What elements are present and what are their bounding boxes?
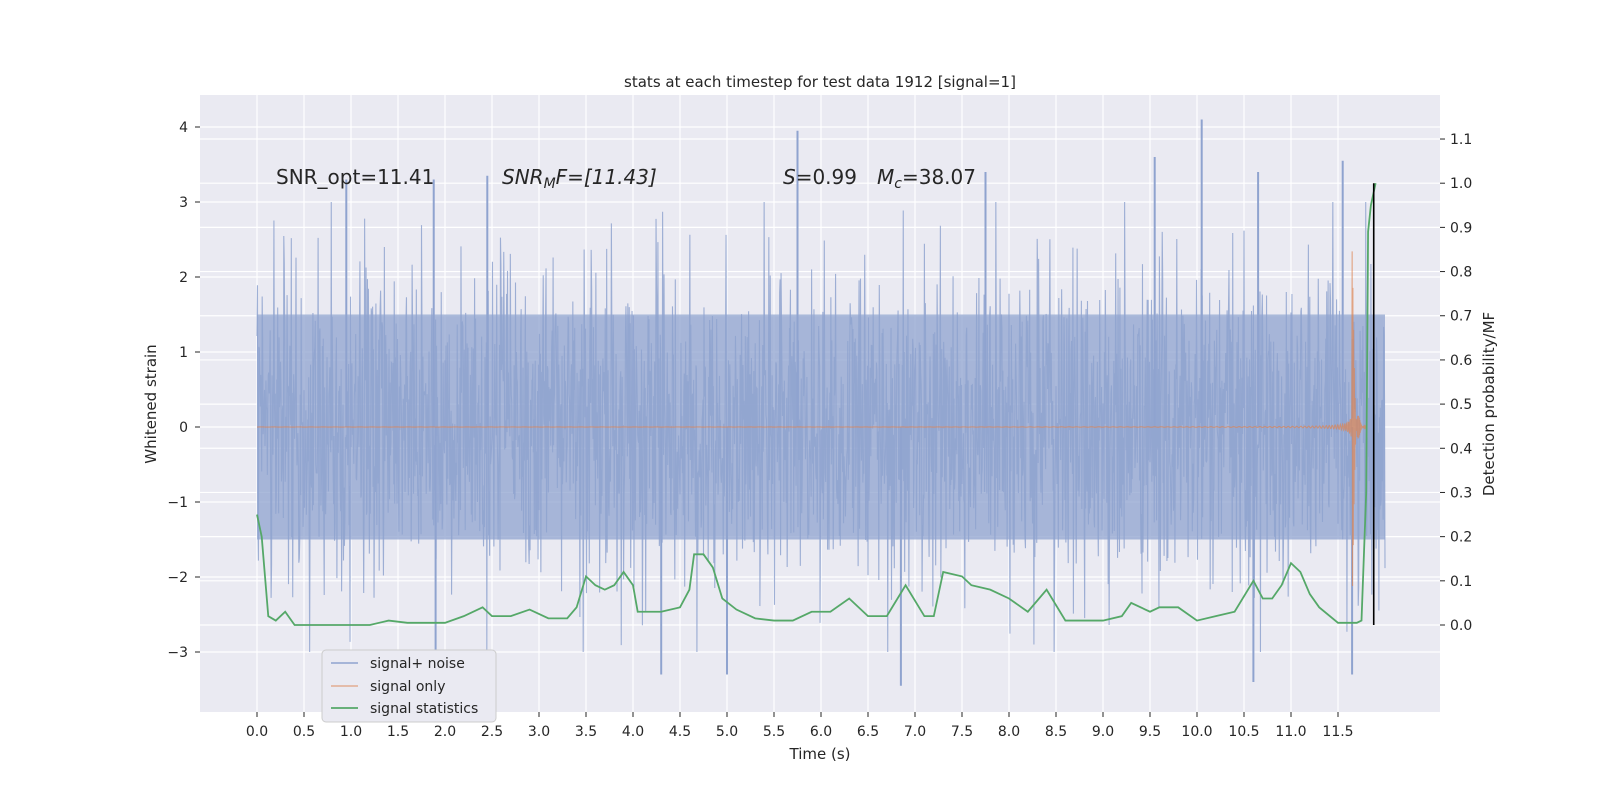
annotation-snr-mf: SNRMF=[11.43] bbox=[502, 165, 657, 192]
x-tick-label: 2.0 bbox=[434, 724, 456, 740]
x-tick-label: 8.0 bbox=[998, 724, 1020, 740]
x-tick-label: 3.5 bbox=[575, 724, 597, 740]
y-axis-label: Whitened strain bbox=[142, 344, 160, 463]
x-axis-ticks: 0.0 0.5 1.0 1.5 2.0 2.5 3.0 3.5 4.0 4.5 5.0 5.5 6.0 6… bbox=[246, 712, 1354, 740]
y2-tick-label: 0.3 bbox=[1450, 485, 1472, 501]
y2-axis-ticks: 1.1 1.0 0.9 0.8 0.7 0.6 0.5 0.4 0.3 0.2 0.1 0.0 bbox=[1440, 132, 1472, 634]
chart-title: stats at each timestep for test data 191… bbox=[624, 73, 1016, 91]
x-tick-label: 11.0 bbox=[1275, 724, 1306, 740]
annotation-mc: Mc=38.07 bbox=[877, 165, 976, 192]
x-tick-label: 1.5 bbox=[387, 724, 409, 740]
legend-label-signal-statistics: signal statistics bbox=[370, 701, 478, 717]
y-tick-label: 3 bbox=[179, 195, 188, 211]
y-tick-label: 1 bbox=[179, 345, 188, 361]
y-tick-label: −3 bbox=[167, 645, 188, 661]
x-tick-label: 3.0 bbox=[528, 724, 550, 740]
x-axis-label: Time (s) bbox=[789, 745, 851, 763]
y-tick-label: −2 bbox=[167, 570, 188, 586]
y2-tick-label: 0.2 bbox=[1450, 530, 1472, 546]
stats-trace bbox=[256, 183, 1377, 626]
y2-tick-label: 0.7 bbox=[1450, 309, 1472, 325]
legend: signal+ noise signal only signal statist… bbox=[321, 649, 497, 723]
legend-label-signal-only: signal only bbox=[370, 679, 445, 695]
x-tick-label: 10.0 bbox=[1181, 724, 1212, 740]
y2-tick-label: 0.0 bbox=[1450, 618, 1472, 634]
y2-tick-label: 0.8 bbox=[1450, 265, 1472, 281]
y-tick-label: 2 bbox=[179, 270, 188, 286]
y2-tick-label: 0.6 bbox=[1450, 353, 1472, 369]
y-tick-label: −1 bbox=[167, 495, 188, 511]
x-tick-label: 11.5 bbox=[1322, 724, 1353, 740]
x-tick-label: 7.0 bbox=[904, 724, 926, 740]
y-tick-label: 0 bbox=[179, 420, 188, 436]
y2-tick-label: 0.5 bbox=[1450, 397, 1472, 413]
x-tick-label: 1.0 bbox=[340, 724, 362, 740]
series-signal-only bbox=[257, 251, 1367, 586]
x-tick-label: 5.0 bbox=[716, 724, 738, 740]
legend-label-signal-noise: signal+ noise bbox=[370, 656, 465, 672]
x-tick-label: 7.5 bbox=[951, 724, 973, 740]
series-signal-statistics bbox=[256, 183, 1377, 626]
x-tick-label: 2.5 bbox=[481, 724, 503, 740]
x-tick-label: 9.5 bbox=[1139, 724, 1161, 740]
x-tick-label: 6.5 bbox=[857, 724, 879, 740]
y2-axis-label: Detection probability/MF bbox=[1480, 312, 1498, 496]
x-tick-label: 6.0 bbox=[810, 724, 832, 740]
x-tick-label: 4.0 bbox=[622, 724, 644, 740]
x-tick-label: 4.5 bbox=[669, 724, 691, 740]
x-tick-label: 9.0 bbox=[1092, 724, 1114, 740]
y2-tick-label: 1.1 bbox=[1450, 132, 1472, 148]
x-tick-label: 0.0 bbox=[246, 724, 268, 740]
x-tick-label: 10.5 bbox=[1228, 724, 1259, 740]
y2-tick-label: 1.0 bbox=[1450, 176, 1472, 192]
y2-tick-label: 0.4 bbox=[1450, 441, 1472, 457]
annotation-snr-opt: SNR_opt=11.41 bbox=[276, 165, 434, 189]
y-tick-label: 4 bbox=[179, 120, 188, 136]
x-tick-label: 8.5 bbox=[1045, 724, 1067, 740]
x-tick-label: 5.5 bbox=[763, 724, 785, 740]
legend-box bbox=[321, 649, 497, 723]
y2-tick-label: 0.1 bbox=[1450, 574, 1472, 590]
y2-tick-label: 0.9 bbox=[1450, 220, 1472, 236]
y-axis-ticks: 4 3 2 1 0 −1 −2 −3 bbox=[167, 120, 200, 661]
annotation-s: S=0.99 bbox=[783, 165, 857, 189]
x-tick-label: 0.5 bbox=[293, 724, 315, 740]
signal-trace bbox=[257, 251, 1367, 586]
